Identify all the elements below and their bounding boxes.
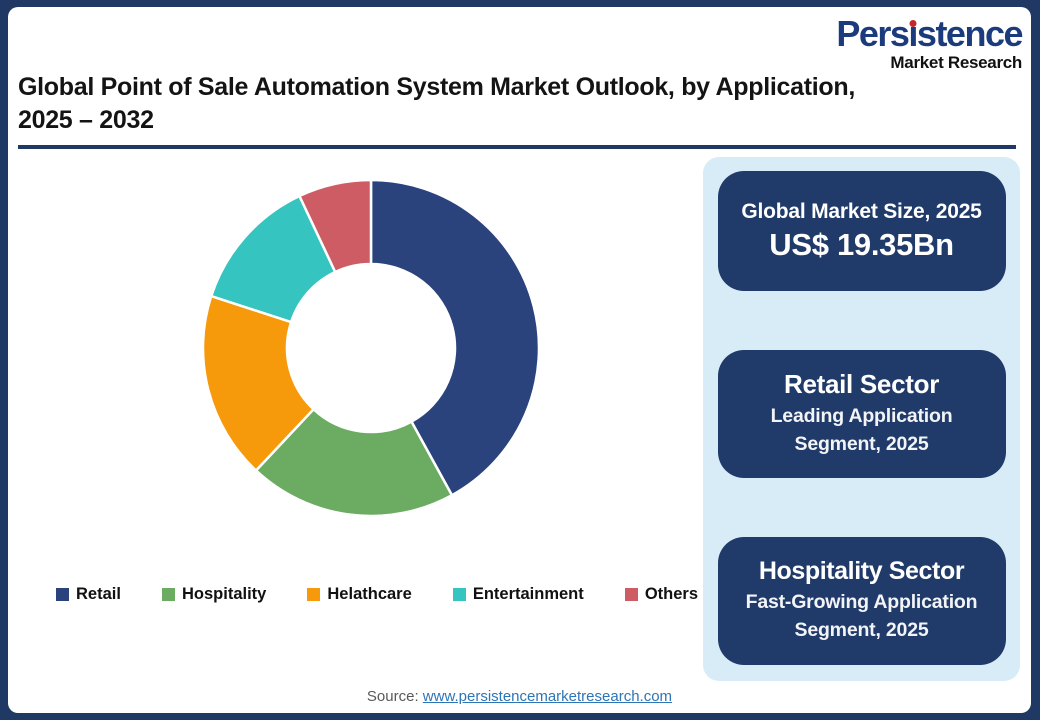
leading-segment-card: Retail Sector Leading Application Segmen… — [717, 350, 1006, 478]
legend-item-hospitality: Hospitality — [161, 585, 267, 604]
donut-segment-retail — [369, 178, 541, 497]
source-label: Source: — [366, 688, 419, 705]
legend-item-retail: Retail — [56, 585, 121, 604]
market-size-heading: Global Market Size, 2025 — [741, 199, 982, 223]
legend-label: Hospitality — [181, 585, 267, 603]
logo-tagline: Market Research — [890, 52, 1022, 72]
donut-chart — [201, 178, 541, 518]
legend-label: Entertainment — [472, 585, 584, 603]
legend-label: Retail — [76, 585, 121, 603]
legend-swatch-icon — [56, 588, 69, 601]
page-title: Global Point of Sale Automation System M… — [18, 71, 1018, 136]
legend-item-helathcare: Helathcare — [307, 585, 412, 604]
legend-swatch-icon — [307, 588, 321, 601]
legend-swatch-icon — [624, 588, 638, 601]
logo-name-pre: Pers — [836, 13, 910, 54]
page-title-line2: 2025 – 2032 — [18, 105, 154, 134]
market-size-card: Global Market Size, 2025 US$ 19.35Bn — [717, 171, 1006, 291]
content-area: Persı stence Market Research Global Point… — [8, 7, 1031, 713]
leading-segment-heading: Retail Sector — [783, 369, 940, 400]
legend-item-entertainment: Entertainment — [452, 585, 584, 604]
fast-growing-segment-heading: Hospitality Sector — [758, 557, 965, 586]
market-size-value: US$ 19.35Bn — [769, 226, 954, 262]
legend-label: Others — [644, 585, 698, 603]
donut-segment-others — [298, 178, 373, 274]
stat-panel: Global Market Size, 2025 US$ 19.35Bn Ret… — [703, 157, 1020, 681]
legend-swatch-icon — [161, 588, 175, 601]
donut-segment-helathcare — [201, 294, 315, 472]
legend-label: Helathcare — [327, 585, 412, 603]
logo-name-post: stence — [916, 13, 1024, 54]
fast-growing-segment-subtext: Fast-Growing Application Segment, 2025 — [745, 591, 978, 641]
title-underline — [18, 145, 1016, 149]
logo-name-i: ı — [908, 13, 918, 54]
logo-red-dot-icon — [909, 20, 917, 27]
fast-growing-segment-card: Hospitality Sector Fast-Growing Applicat… — [717, 537, 1006, 665]
logo-name: Persı stence — [836, 13, 1024, 54]
donut-segment-hospitality — [254, 407, 454, 518]
brand-logo: Persı stence Market Research — [836, 13, 1024, 72]
leading-segment-subtext: Leading Application Segment, 2025 — [770, 405, 953, 455]
source-link[interactable]: www.persistencemarketresearch.com — [422, 688, 673, 705]
page-title-line1: Global Point of Sale Automation System M… — [18, 73, 855, 101]
source-line: Source: www.persistencemarketresearch.co… — [8, 688, 1031, 705]
legend-item-others: Others — [624, 585, 698, 604]
legend-swatch-icon — [452, 588, 466, 601]
chart-legend: Retail Hospitality Helathcare Entertainment… — [56, 585, 698, 604]
